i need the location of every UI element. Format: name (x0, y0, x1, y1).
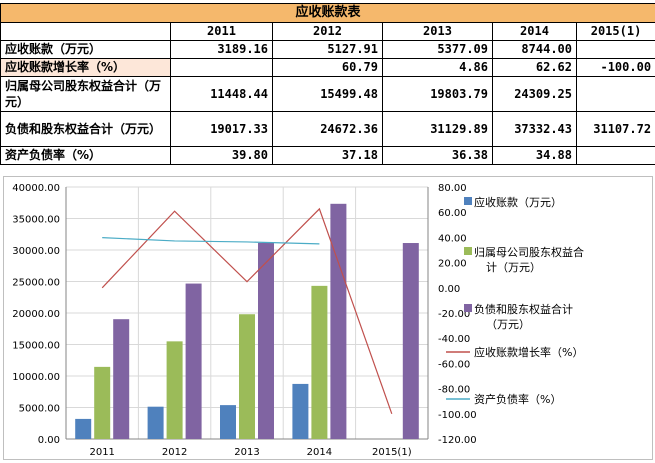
x-tick-label: 2014 (307, 447, 332, 458)
table-cell[interactable]: 24309.25 (493, 77, 577, 112)
row-label[interactable]: 应收账款（万元） (1, 41, 171, 59)
y-tick-label: 5000.00 (19, 404, 60, 415)
bar (239, 314, 255, 439)
x-tick-label: 2011 (89, 447, 114, 458)
y-tick-label: 35000.00 (12, 215, 60, 226)
bar (292, 384, 308, 439)
row-label[interactable]: 归属母公司股东权益合计（万元） (1, 77, 171, 112)
table-row: 负债和股东权益合计（万元） 19017.33 24672.36 31129.89… (1, 112, 655, 147)
legend-label: 归属母公司股东权益合 (474, 245, 584, 259)
table-cell[interactable] (577, 41, 655, 59)
table-cell[interactable]: 4.86 (383, 59, 493, 77)
bar (403, 243, 419, 439)
y-tick-label: 0.00 (38, 435, 60, 446)
bar (94, 367, 110, 439)
x-tick-label: 2012 (162, 447, 187, 458)
table-cell[interactable]: 37.18 (273, 147, 383, 165)
legend-label: 计（万元） (486, 261, 541, 274)
table-cell[interactable]: 19017.33 (171, 112, 273, 147)
bar (258, 243, 274, 439)
x-tick-label: 2013 (234, 447, 259, 458)
row-label[interactable]: 资产负债率（%） (1, 147, 171, 165)
table-row: 应收账款增长率（%） 60.79 4.86 62.62 -100.00 (1, 59, 655, 77)
bar (75, 419, 91, 439)
table-cell[interactable]: -100.00 (577, 59, 655, 77)
y-tick-label: 20000.00 (12, 309, 60, 320)
legend-label: 资产负债率（%） (474, 392, 561, 406)
column-header[interactable]: 2012 (273, 23, 383, 41)
y2-tick-label: 60.00 (438, 208, 467, 219)
table-cell[interactable]: 3189.16 (171, 41, 273, 59)
table-title[interactable]: 应收账款表 (1, 4, 655, 23)
table-cell[interactable]: 31107.72 (577, 112, 655, 147)
table-cell[interactable]: 5127.91 (273, 41, 383, 59)
bar (311, 286, 327, 439)
table-cell[interactable]: 8744.00 (493, 41, 577, 59)
table-row: 资产负债率（%） 39.80 37.18 36.38 34.88 (1, 147, 655, 165)
row-label[interactable]: 负债和股东权益合计（万元） (1, 112, 171, 147)
legend-label: （万元） (486, 318, 530, 331)
table-cell[interactable]: 15499.48 (273, 77, 383, 112)
y2-tick-label: -120.00 (438, 435, 477, 446)
legend-label: 负债和股东权益合计 (474, 302, 573, 316)
table-cell[interactable]: 11448.44 (171, 77, 273, 112)
column-header[interactable]: 2011 (171, 23, 273, 41)
table-cell[interactable] (577, 147, 655, 165)
table-cell[interactable]: 31129.89 (383, 112, 493, 147)
table-cell[interactable]: 24672.36 (273, 112, 383, 147)
chart-canvas: 0.00 5000.00 10000.00 15000.00 20000.00 25000… (4, 177, 652, 459)
x-tick-label: 2015(1) (372, 447, 412, 458)
table-title-row: 应收账款表 (1, 4, 655, 23)
bar (330, 204, 346, 439)
table-row: 归属母公司股东权益合计（万元） 11448.44 15499.48 19803.… (1, 77, 655, 112)
bar (167, 341, 183, 439)
table-cell[interactable]: 36.38 (383, 147, 493, 165)
table-cell[interactable] (577, 77, 655, 112)
y-tick-label: 30000.00 (12, 246, 60, 257)
column-header[interactable]: 2015(1) (577, 23, 655, 41)
column-header[interactable]: 2013 (383, 23, 493, 41)
table-cell[interactable]: 34.88 (493, 147, 577, 165)
table-cell[interactable]: 5377.09 (383, 41, 493, 59)
y2-tick-label: 0.00 (438, 284, 460, 295)
table-cell[interactable] (171, 59, 273, 77)
bar (113, 319, 129, 439)
y2-tick-label: 80.00 (438, 183, 467, 194)
receivables-table: 应收账款表 2011 2012 2013 2014 2015(1) 应收账款（万… (0, 3, 655, 165)
bar (220, 405, 236, 439)
y2-tick-label: -80.00 (438, 385, 470, 396)
y2-tick-label: 40.00 (438, 233, 467, 244)
table-cell[interactable]: 62.62 (493, 59, 577, 77)
bar (186, 284, 202, 439)
legend-swatch (464, 247, 472, 255)
table-cell[interactable]: 37332.43 (493, 112, 577, 147)
legend-swatch (464, 304, 472, 312)
y2-tick-label: 20.00 (438, 259, 467, 270)
table-cell[interactable]: 19803.79 (383, 77, 493, 112)
combo-chart[interactable]: 0.00 5000.00 10000.00 15000.00 20000.00 25000… (3, 176, 653, 460)
row-label[interactable]: 应收账款增长率（%） (1, 59, 171, 77)
header-row: 2011 2012 2013 2014 2015(1) (1, 23, 655, 41)
table-cell[interactable]: 39.80 (171, 147, 273, 165)
y-tick-label: 15000.00 (12, 341, 60, 352)
column-header[interactable] (1, 23, 171, 41)
y-tick-label: 10000.00 (12, 372, 60, 383)
y2-tick-label: -100.00 (438, 410, 477, 421)
table-cell[interactable]: 60.79 (273, 59, 383, 77)
column-header[interactable]: 2014 (493, 23, 577, 41)
y2-tick-label: -60.00 (438, 359, 470, 370)
legend-label: 应收账款增长率（%） (474, 345, 583, 359)
table-row: 应收账款（万元） 3189.16 5127.91 5377.09 8744.00 (1, 41, 655, 59)
y-tick-label: 25000.00 (12, 278, 60, 289)
legend-swatch (464, 197, 472, 205)
bar (148, 407, 164, 439)
y2-tick-label: -40.00 (438, 334, 470, 345)
y-tick-label: 40000.00 (12, 183, 60, 194)
legend-label: 应收账款（万元） (474, 195, 562, 209)
